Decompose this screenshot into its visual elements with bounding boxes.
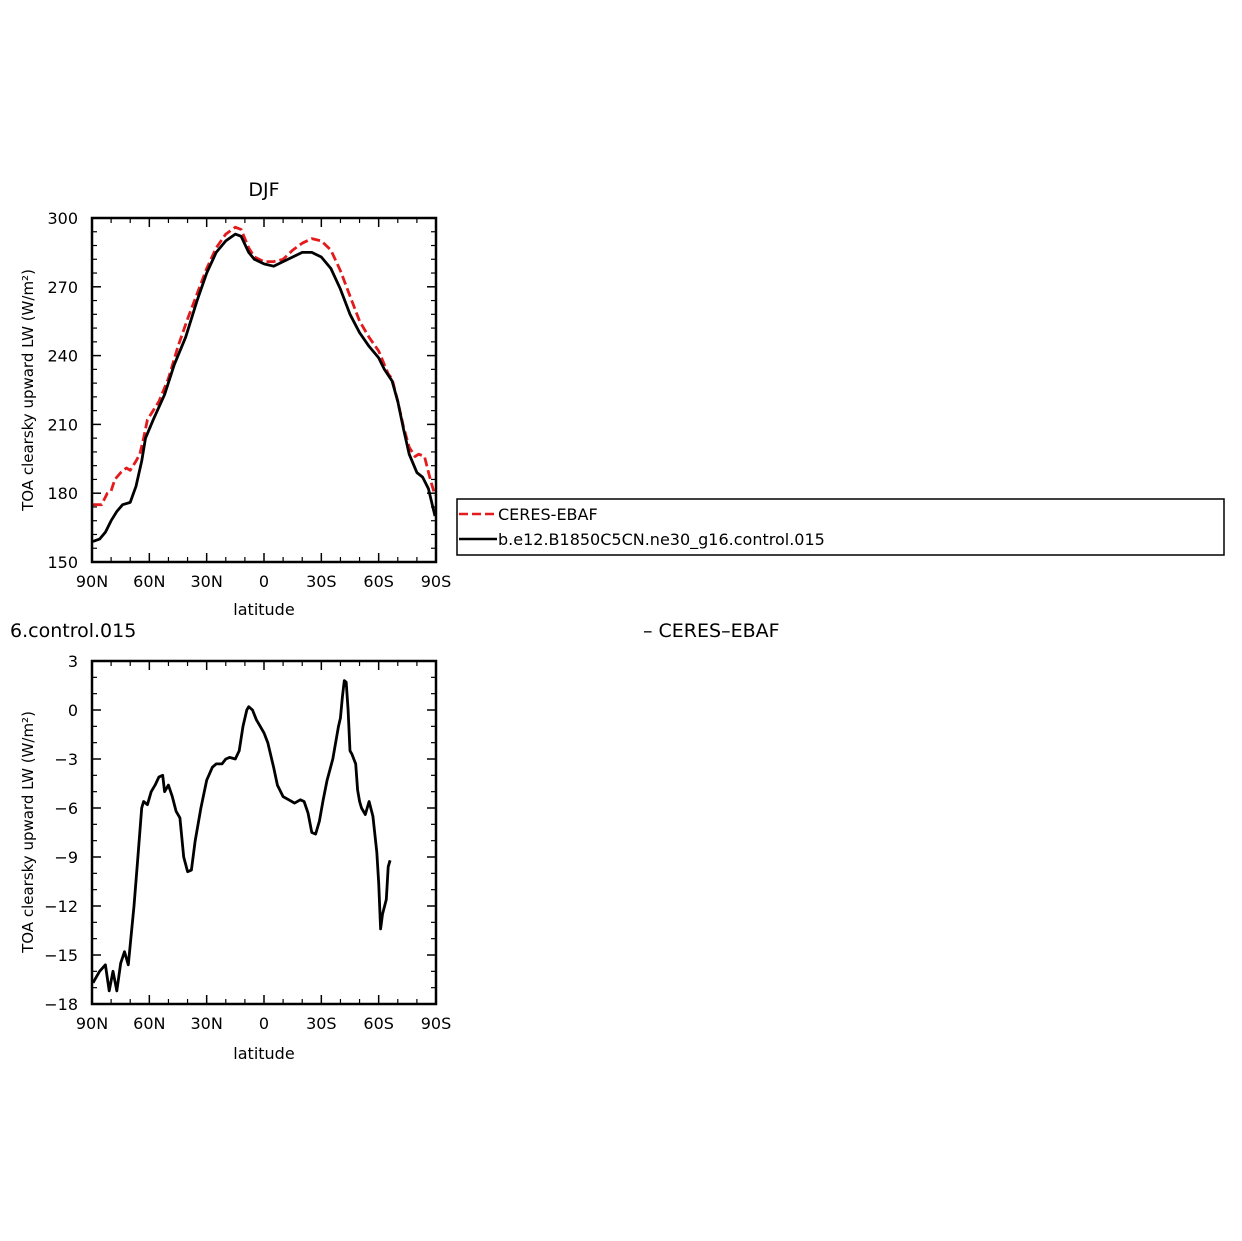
x-tick-label: 90N (76, 1014, 108, 1033)
y-axis-label: TOA clearsky upward LW (W/m²) (19, 711, 37, 954)
y-tick-label: −18 (44, 995, 78, 1014)
x-axis-label: latitude (233, 1044, 294, 1063)
x-tick-label: 90N (76, 572, 108, 591)
x-tick-label: 60S (363, 1014, 394, 1033)
y-tick-label: 150 (47, 553, 78, 572)
diff-title-right: – CERES–EBAF (643, 620, 780, 642)
x-tick-label: 30N (191, 572, 223, 591)
y-axis-label: TOA clearsky upward LW (W/m²) (19, 269, 37, 512)
y-tick-label: −3 (54, 750, 78, 769)
x-tick-label: 60S (363, 572, 394, 591)
x-tick-label: 60N (133, 1014, 165, 1033)
y-tick-label: 270 (47, 278, 78, 297)
y-tick-label: 180 (47, 484, 78, 503)
y-tick-label: −9 (54, 848, 78, 867)
diff-title-left: 6.control.015 (10, 620, 136, 642)
y-tick-label: 300 (47, 209, 78, 228)
y-tick-label: 240 (47, 347, 78, 366)
x-tick-label: 90S (421, 1014, 452, 1033)
series-line-1 (92, 232, 437, 543)
legend-box (456, 498, 1225, 556)
x-tick-label: 90S (421, 572, 452, 591)
x-tick-label: 30N (191, 1014, 223, 1033)
chart-title: DJF (248, 179, 279, 201)
x-axis-label: latitude (233, 600, 294, 619)
panel-top: DJF latitude TOA clearsky upward LW (W/m… (19, 179, 451, 619)
y-tick-label: −12 (44, 897, 78, 916)
legend-label-ceres: CERES-EBAF (498, 505, 598, 524)
x-tick-label: 30S (306, 1014, 337, 1033)
y-tick-label: 3 (68, 652, 78, 671)
plot-frame (90, 216, 438, 564)
series-line-0 (91, 679, 392, 993)
plot-frame (90, 659, 438, 1006)
x-tick-label: 30S (306, 572, 337, 591)
x-tick-label: 0 (259, 572, 269, 591)
x-tick-label: 60N (133, 572, 165, 591)
y-tick-label: −15 (44, 946, 78, 965)
legend-label-model: b.e12.B1850C5CN.ne30_g16.control.015 (498, 530, 825, 550)
y-tick-label: 210 (47, 415, 78, 434)
x-tick-label: 0 (259, 1014, 269, 1033)
y-tick-label: −6 (54, 799, 78, 818)
y-tick-label: 0 (68, 701, 78, 720)
panel-bottom: 6.control.015 – CERES–EBAF latitude TOA … (10, 620, 780, 1063)
legend: CERES-EBAF b.e12.B1850C5CN.ne30_g16.cont… (456, 498, 1225, 556)
